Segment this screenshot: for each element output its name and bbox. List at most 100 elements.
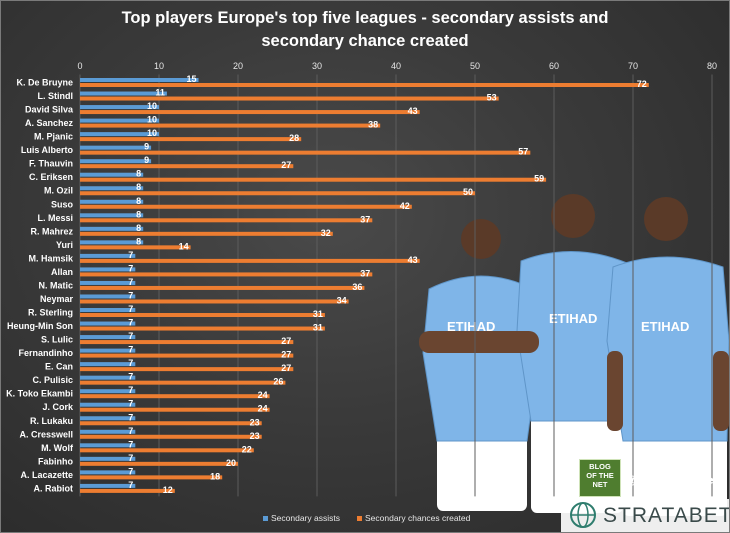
bar-secondary-assists — [80, 213, 144, 218]
data-label-chances: 36 — [352, 282, 362, 292]
category-label: A. Lacazette — [20, 470, 73, 480]
bar-secondary-assists — [80, 483, 136, 488]
data-label-chances: 20 — [226, 458, 236, 468]
stratabet-logo: STRATABET — [561, 499, 729, 532]
bar-secondary-assists — [80, 294, 136, 299]
bar-secondary-chances — [80, 150, 531, 155]
data-label-chances: 28 — [289, 133, 299, 143]
data-label-assists: 7 — [128, 318, 133, 328]
category-label: J. Cork — [42, 402, 74, 412]
category-label: K. Toko Ekambi — [6, 389, 73, 399]
bar-secondary-chances — [80, 164, 294, 169]
x-tick-label: 10 — [154, 61, 164, 71]
data-label-assists: 7 — [128, 426, 133, 436]
data-label-chances: 43 — [408, 255, 418, 265]
category-label: Suso — [51, 199, 74, 209]
data-label-chances: 31 — [313, 323, 323, 333]
category-label: L. Messi — [37, 213, 73, 223]
bar-secondary-chances — [80, 231, 333, 236]
bar-secondary-chances — [80, 110, 420, 115]
bar-secondary-chances — [80, 285, 365, 290]
data-label-chances: 27 — [281, 160, 291, 170]
category-label: Fabinho — [38, 456, 73, 466]
bar-secondary-chances — [80, 380, 286, 385]
data-label-assists: 7 — [128, 345, 133, 355]
data-label-chances: 24 — [258, 404, 268, 414]
legend-label: Secondary chances created — [365, 513, 471, 523]
data-label-chances: 23 — [250, 431, 260, 441]
bar-secondary-chances — [80, 272, 373, 277]
data-label-assists: 8 — [136, 169, 141, 179]
blog-badge-line: BLOG — [589, 462, 611, 471]
bar-secondary-chances — [80, 204, 412, 209]
category-label: Heung-Min Son — [7, 321, 73, 331]
data-label-assists: 7 — [128, 250, 133, 260]
data-label-chances: 18 — [210, 471, 220, 481]
category-label: Neymar — [40, 294, 74, 304]
data-label-chances: 38 — [368, 120, 378, 130]
bar-secondary-assists — [80, 375, 136, 380]
data-label-chances: 43 — [408, 106, 418, 116]
data-label-chances: 57 — [518, 147, 528, 157]
data-label-chances: 31 — [313, 309, 323, 319]
blog-badge-line: OF THE — [586, 471, 614, 480]
x-tick-label: 30 — [312, 61, 322, 71]
bar-secondary-chances — [80, 353, 294, 358]
bar-secondary-chances — [80, 448, 254, 453]
bar-secondary-chances — [80, 137, 302, 142]
data-label-chances: 59 — [534, 174, 544, 184]
category-label: M. Wolf — [41, 443, 74, 453]
data-label-assists: 7 — [128, 453, 133, 463]
category-label: A. Rabiot — [34, 483, 74, 493]
data-label-chances: 23 — [250, 417, 260, 427]
bar-secondary-assists — [80, 118, 159, 123]
data-label-chances: 37 — [360, 214, 370, 224]
chart-title-line-1: Top players Europe's top five leagues - … — [121, 9, 609, 27]
data-label-assists: 9 — [144, 142, 149, 152]
blog-badge-line: NET — [592, 480, 608, 489]
data-label-assists: 9 — [144, 155, 149, 165]
data-label-assists: 7 — [128, 466, 133, 476]
data-label-chances: 34 — [337, 295, 347, 305]
bar-secondary-assists — [80, 240, 144, 245]
bar-secondary-chances — [80, 96, 499, 101]
bar-secondary-chances — [80, 326, 325, 331]
data-label-chances: 50 — [463, 187, 473, 197]
category-label: R. Mahrez — [30, 226, 73, 236]
data-label-chances: 26 — [273, 377, 283, 387]
data-label-assists: 8 — [136, 236, 141, 246]
data-label-assists: 10 — [147, 115, 157, 125]
data-label-assists: 7 — [128, 439, 133, 449]
data-label-assists: 7 — [128, 277, 133, 287]
data-label-chances: 27 — [281, 363, 291, 373]
bar-secondary-assists — [80, 308, 136, 313]
bar-secondary-assists — [80, 145, 152, 150]
x-tick-label: 80 — [707, 61, 717, 71]
category-label: N. Matic — [38, 280, 73, 290]
data-label-assists: 8 — [136, 223, 141, 233]
bar-secondary-assists — [80, 226, 144, 231]
x-tick-label: 50 — [470, 61, 480, 71]
bar-secondary-assists — [80, 253, 136, 258]
data-label-chances: 53 — [487, 93, 497, 103]
data-label-assists: 8 — [136, 196, 141, 206]
stratabet-logo-text: STRATABET — [603, 504, 730, 527]
bar-secondary-assists — [80, 389, 136, 394]
bar-secondary-chances — [80, 394, 270, 399]
category-label: Fernandinho — [19, 348, 74, 358]
bar-secondary-chances — [80, 245, 191, 250]
category-label: S. Lulic — [41, 335, 73, 345]
data-label-assists: 7 — [128, 263, 133, 273]
bar-secondary-chances — [80, 299, 349, 304]
bar-secondary-assists — [80, 402, 136, 407]
data-label-chances: 27 — [281, 350, 291, 360]
data-label-chances: 42 — [400, 201, 410, 211]
data-label-chances: 72 — [637, 79, 647, 89]
data-label-chances: 24 — [258, 390, 268, 400]
x-tick-label: 0 — [77, 61, 82, 71]
chart-title: Top players Europe's top five leagues - … — [1, 7, 729, 53]
data-label-chances: 12 — [163, 485, 173, 495]
category-label: L. Stindl — [38, 91, 74, 101]
data-label-assists: 7 — [128, 480, 133, 490]
x-tick-label: 20 — [233, 61, 243, 71]
